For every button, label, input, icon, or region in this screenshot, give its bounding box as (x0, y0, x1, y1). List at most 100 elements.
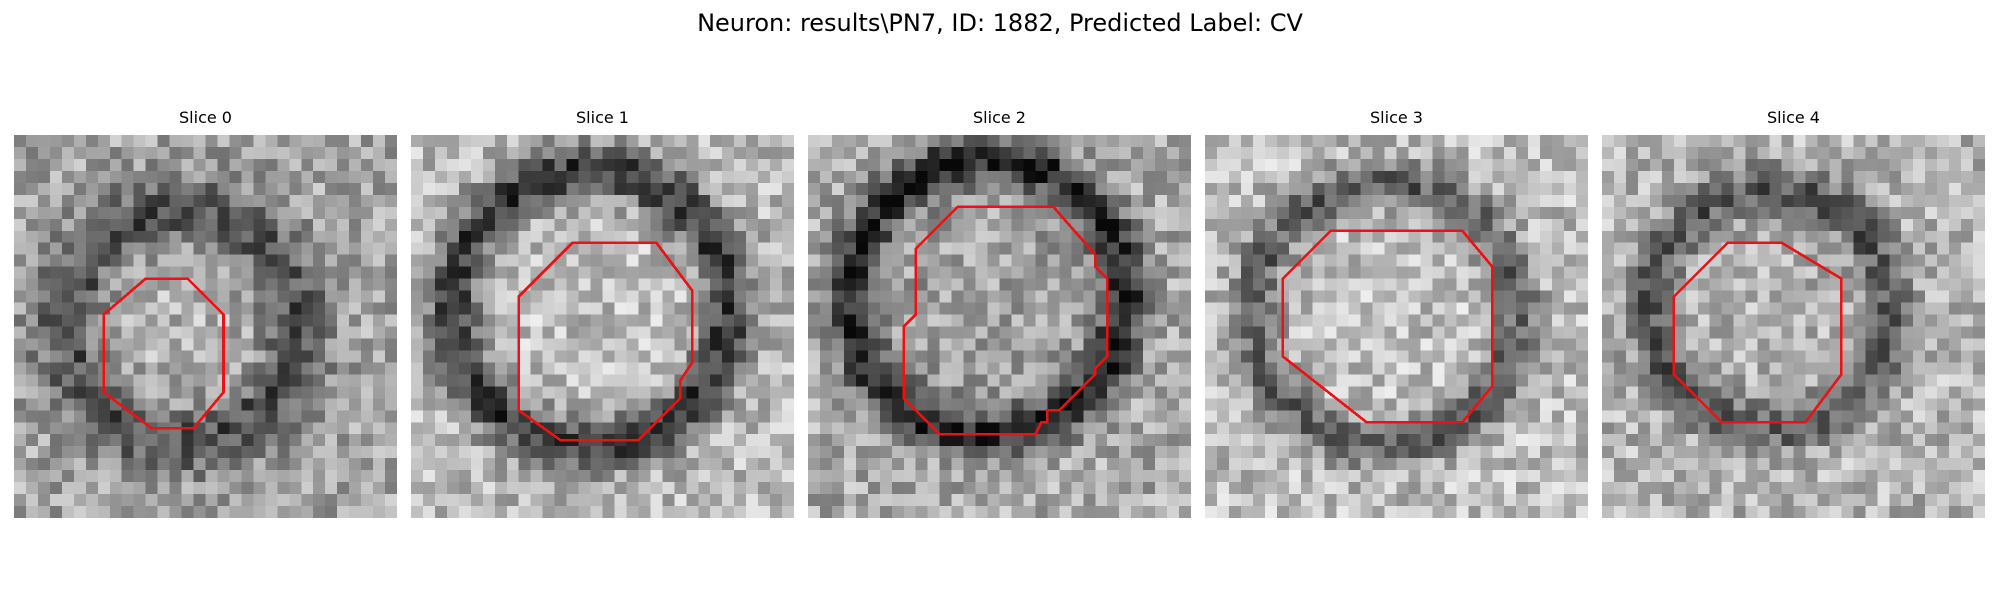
image-pixel (891, 302, 904, 315)
image-pixel (1240, 482, 1254, 495)
image-pixel (987, 494, 1000, 507)
image-pixel (1047, 146, 1060, 160)
image-pixel (1468, 446, 1481, 459)
image-pixel (1276, 242, 1290, 255)
image-pixel (1432, 230, 1445, 243)
image-pixel (518, 458, 531, 471)
image-pixel (1733, 218, 1746, 231)
image-pixel (566, 290, 579, 303)
image-pixel (1324, 458, 1337, 471)
image-pixel (987, 135, 1000, 148)
image-pixel (1901, 194, 1914, 208)
image-pixel (1252, 422, 1266, 435)
image-pixel (1179, 218, 1191, 231)
image-pixel (1576, 135, 1588, 148)
image-pixel (566, 326, 579, 339)
image-pixel (1360, 290, 1373, 303)
image-pixel (843, 242, 857, 255)
image-pixel (963, 182, 976, 196)
image-pixel (614, 242, 627, 255)
image-pixel (530, 458, 543, 471)
image-pixel (1205, 482, 1218, 495)
image-pixel (1877, 278, 1890, 291)
image-pixel (1661, 290, 1675, 303)
image-pixel (14, 374, 27, 387)
image-pixel (1673, 362, 1687, 375)
image-pixel (1468, 482, 1481, 495)
image-pixel (157, 470, 170, 483)
image-pixel (1408, 470, 1421, 483)
image-pixel (49, 146, 63, 160)
image-pixel (578, 458, 591, 471)
image-pixel (422, 506, 436, 518)
image-pixel (530, 302, 543, 315)
image-pixel (1961, 302, 1974, 315)
image-pixel (674, 410, 687, 423)
image-pixel (25, 458, 39, 471)
image-pixel (1709, 266, 1722, 279)
image-pixel (277, 314, 290, 327)
image-pixel (482, 302, 496, 315)
image-pixel (1913, 158, 1926, 172)
image-pixel (987, 206, 1000, 220)
image-pixel (867, 446, 881, 459)
image-pixel (157, 170, 170, 184)
image-pixel (1240, 242, 1254, 255)
image-pixel (1420, 158, 1433, 172)
image-pixel (1745, 362, 1758, 375)
image-pixel (1468, 506, 1481, 518)
image-pixel (1167, 350, 1180, 363)
image-pixel (782, 135, 794, 148)
image-pixel (1865, 302, 1878, 315)
image-pixel (1949, 422, 1962, 435)
image-pixel (458, 506, 472, 518)
image-pixel (169, 194, 182, 208)
image-pixel (891, 494, 904, 507)
image-pixel (1252, 170, 1266, 184)
image-pixel (1973, 314, 1985, 327)
image-pixel (1637, 146, 1651, 160)
image-pixel (1769, 278, 1782, 291)
image-pixel (710, 170, 723, 184)
image-pixel (133, 218, 146, 231)
image-pixel (169, 338, 182, 351)
image-pixel (1829, 398, 1842, 411)
image-pixel (662, 470, 675, 483)
image-pixel (939, 170, 952, 184)
image-pixel (891, 362, 904, 375)
image-pixel (1131, 242, 1144, 255)
image-pixel (1853, 158, 1866, 172)
image-pixel (1216, 158, 1230, 172)
image-pixel (229, 398, 242, 411)
image-pixel (1384, 230, 1397, 243)
image-pixel (1071, 446, 1084, 459)
image-pixel (1552, 494, 1565, 507)
image-pixel (1336, 470, 1349, 483)
image-pixel (819, 206, 833, 220)
image-pixel (253, 326, 266, 339)
image-pixel (229, 410, 242, 423)
image-pixel (1540, 362, 1553, 375)
image-pixel (843, 482, 857, 495)
image-pixel (109, 266, 122, 279)
image-pixel (1408, 314, 1421, 327)
image-pixel (253, 506, 266, 518)
image-pixel (1252, 314, 1266, 327)
image-pixel (37, 254, 51, 267)
image-pixel (73, 494, 87, 507)
image-pixel (85, 350, 99, 363)
image-pixel (1276, 206, 1290, 220)
image-pixel (1432, 434, 1445, 447)
image-pixel (1276, 494, 1290, 507)
image-pixel (97, 470, 110, 483)
image-pixel (1107, 338, 1120, 351)
image-pixel (927, 362, 940, 375)
image-pixel (205, 158, 218, 172)
image-pixel (1961, 194, 1974, 208)
image-pixel (1889, 135, 1902, 148)
image-pixel (1949, 314, 1962, 327)
image-pixel (37, 386, 51, 399)
image-pixel (1468, 494, 1481, 507)
image-pixel (193, 194, 206, 208)
image-pixel (1925, 434, 1938, 447)
